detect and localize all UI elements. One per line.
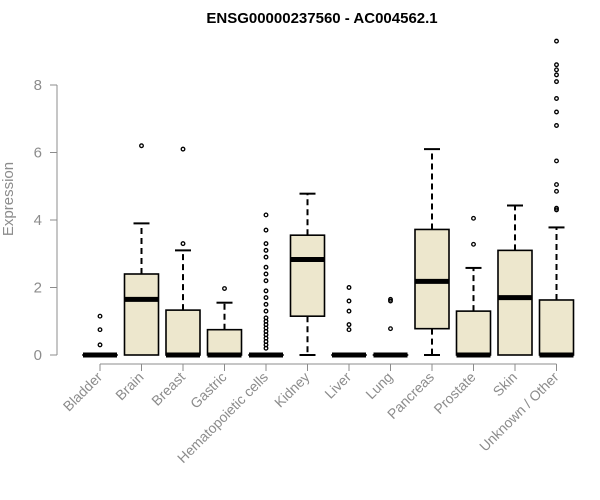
box-gastric	[206, 286, 243, 358]
outlier-point	[263, 308, 269, 314]
x-tick-label: Breast	[148, 369, 188, 409]
outlier-point	[222, 286, 227, 291]
y-tick-label: 0	[34, 347, 42, 364]
box-body	[497, 249, 533, 356]
outlier-point	[554, 207, 559, 213]
outlier-point	[471, 215, 476, 221]
outlier-point	[263, 264, 269, 270]
box-body	[289, 234, 326, 317]
outlier-point	[554, 158, 559, 164]
outlier-point	[554, 205, 559, 211]
box-unknown-other	[538, 38, 575, 358]
box-hematopoietic-cells	[248, 212, 284, 358]
outlier-point	[263, 227, 269, 233]
outlier-point	[263, 254, 269, 260]
outlier-point	[180, 146, 186, 152]
outlier-point	[97, 313, 103, 319]
box-body	[123, 273, 160, 356]
y-tick-label: 8	[34, 77, 42, 94]
y-tick-label: 4	[34, 212, 42, 229]
outlier-point	[263, 247, 269, 253]
outlier-point	[346, 308, 352, 314]
outlier-point	[346, 285, 352, 290]
outlier-point	[263, 315, 269, 321]
box-breast	[165, 146, 201, 358]
outlier-point	[263, 212, 269, 218]
outlier-point	[346, 327, 352, 333]
outlier-point	[180, 241, 186, 247]
box-prostate	[455, 215, 492, 358]
outlier-point	[263, 295, 269, 301]
outlier-point	[346, 298, 352, 304]
box-body	[455, 310, 492, 356]
box-brain	[123, 143, 160, 356]
outlier-point	[97, 342, 103, 348]
x-tick-label: Kidney	[271, 369, 313, 411]
boxes	[82, 38, 575, 358]
x-tick-label: Brain	[112, 369, 146, 403]
x-tick-label: Bladder	[60, 369, 106, 415]
y-axis: 0 2 4 6 8	[34, 77, 58, 364]
outlier-point	[554, 96, 559, 101]
outlier-point	[388, 296, 393, 302]
y-tick-label: 6	[34, 145, 42, 162]
outlier-point	[554, 123, 559, 128]
box-bladder	[82, 313, 118, 358]
chart-title: ENSG00000237560 - AC004562.1	[206, 10, 437, 27]
x-tick-label: Skin	[490, 369, 521, 400]
outlier-point	[388, 298, 393, 304]
outlier-point	[554, 38, 559, 44]
outlier-point	[139, 143, 144, 149]
box-skin	[497, 204, 533, 356]
box-body	[165, 309, 201, 356]
outlier-point	[554, 67, 559, 73]
outlier-point	[388, 326, 393, 332]
outlier-point	[97, 327, 103, 333]
outlier-point	[263, 241, 269, 247]
box-body	[538, 299, 575, 356]
outlier-point	[263, 271, 269, 277]
outlier-point	[554, 188, 559, 194]
box-body	[206, 328, 243, 356]
box-lung	[372, 296, 409, 358]
x-tick-label: Prostate	[430, 369, 478, 417]
x-tick-label: Liver	[321, 369, 354, 402]
box-pancreas	[414, 148, 450, 356]
outlier-point	[554, 72, 559, 78]
outlier-point	[263, 278, 269, 284]
outlier-point	[554, 62, 559, 68]
outlier-point	[554, 109, 559, 115]
y-tick-label: 2	[34, 280, 42, 297]
outlier-point	[554, 79, 559, 85]
outlier-point	[471, 241, 476, 247]
x-tick-label: Unknown / Other	[476, 369, 562, 455]
y-axis-label: Expression	[0, 162, 17, 236]
box-liver	[331, 285, 367, 358]
box-kidney	[289, 192, 326, 356]
outlier-point	[263, 288, 269, 294]
outlier-point	[554, 182, 559, 188]
x-tick-label: Lung	[362, 369, 395, 402]
outlier-point	[346, 322, 352, 328]
outlier-point	[263, 301, 269, 307]
